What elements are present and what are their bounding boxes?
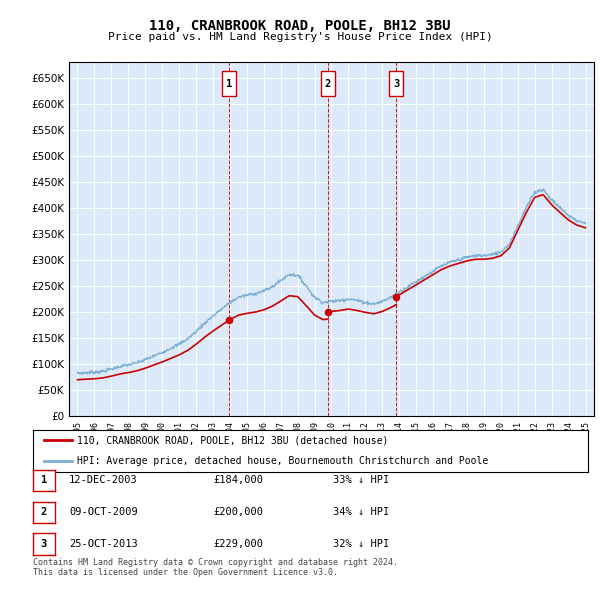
- Text: 110, CRANBROOK ROAD, POOLE, BH12 3BU: 110, CRANBROOK ROAD, POOLE, BH12 3BU: [149, 19, 451, 33]
- Text: 34% ↓ HPI: 34% ↓ HPI: [333, 507, 389, 517]
- Point: [323, 307, 332, 317]
- FancyBboxPatch shape: [222, 71, 236, 96]
- Text: 2: 2: [41, 507, 47, 517]
- Text: 32% ↓ HPI: 32% ↓ HPI: [333, 539, 389, 549]
- Text: 25-OCT-2013: 25-OCT-2013: [69, 539, 138, 549]
- Text: 3: 3: [393, 79, 400, 89]
- Text: HPI: Average price, detached house, Bournemouth Christchurch and Poole: HPI: Average price, detached house, Bour…: [77, 457, 488, 466]
- Point: [224, 316, 234, 325]
- Text: 33% ↓ HPI: 33% ↓ HPI: [333, 476, 389, 485]
- Text: 1: 1: [226, 79, 232, 89]
- Text: 2: 2: [325, 79, 331, 89]
- Text: 1: 1: [41, 476, 47, 485]
- Text: 110, CRANBROOK ROAD, POOLE, BH12 3BU (detached house): 110, CRANBROOK ROAD, POOLE, BH12 3BU (de…: [77, 435, 389, 445]
- FancyBboxPatch shape: [320, 71, 335, 96]
- Text: 09-OCT-2009: 09-OCT-2009: [69, 507, 138, 517]
- FancyBboxPatch shape: [389, 71, 403, 96]
- Text: £184,000: £184,000: [213, 476, 263, 485]
- Text: Price paid vs. HM Land Registry's House Price Index (HPI): Price paid vs. HM Land Registry's House …: [107, 32, 493, 42]
- Text: £200,000: £200,000: [213, 507, 263, 517]
- Point: [391, 292, 401, 301]
- Text: 3: 3: [41, 539, 47, 549]
- Text: Contains HM Land Registry data © Crown copyright and database right 2024.
This d: Contains HM Land Registry data © Crown c…: [33, 558, 398, 577]
- Text: 12-DEC-2003: 12-DEC-2003: [69, 476, 138, 485]
- Text: £229,000: £229,000: [213, 539, 263, 549]
